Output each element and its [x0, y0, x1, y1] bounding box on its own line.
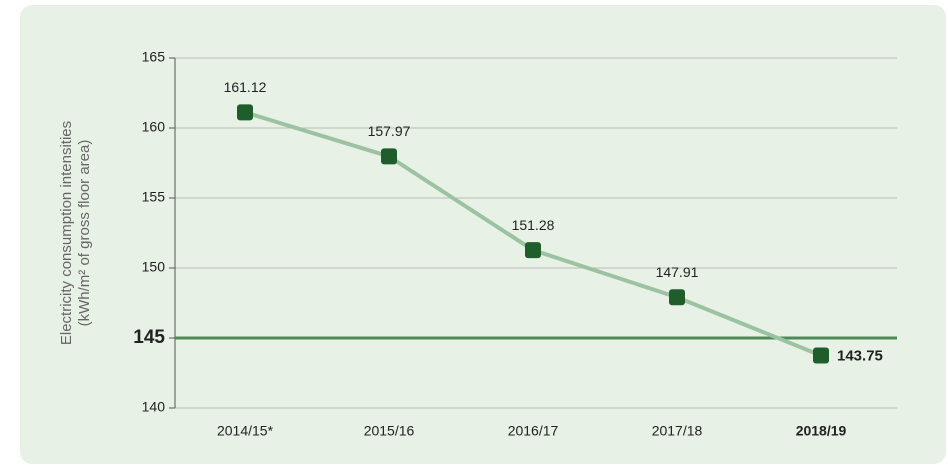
- x-tick-label: 2017/18: [652, 423, 703, 439]
- y-axis-label: Electricity consumption intensities: [58, 121, 75, 345]
- value-label: 161.12: [224, 79, 267, 95]
- x-tick-label: 2016/17: [508, 423, 559, 439]
- y-axis-label: (kWh/m² of gross floor area): [76, 140, 93, 327]
- value-label: 147.91: [656, 264, 699, 280]
- y-tick-label: 145: [133, 327, 165, 348]
- panel: [20, 5, 946, 464]
- marker: [669, 289, 685, 306]
- marker: [381, 148, 397, 165]
- y-tick-label: 165: [142, 49, 166, 65]
- x-tick-label: 2014/15*: [217, 423, 274, 439]
- x-tick-label: 2015/16: [364, 423, 415, 439]
- y-tick-label: 150: [142, 259, 166, 275]
- y-tick-label: 160: [142, 119, 166, 135]
- y-tick-label: 155: [142, 189, 166, 205]
- marker: [813, 347, 829, 364]
- value-label: 157.97: [368, 123, 411, 139]
- marker: [237, 104, 253, 121]
- x-tick-label: 2018/19: [796, 423, 847, 439]
- value-label: 151.28: [512, 217, 555, 233]
- value-label: 143.75: [837, 347, 883, 364]
- y-tick-label: 140: [142, 399, 166, 415]
- marker: [525, 242, 541, 259]
